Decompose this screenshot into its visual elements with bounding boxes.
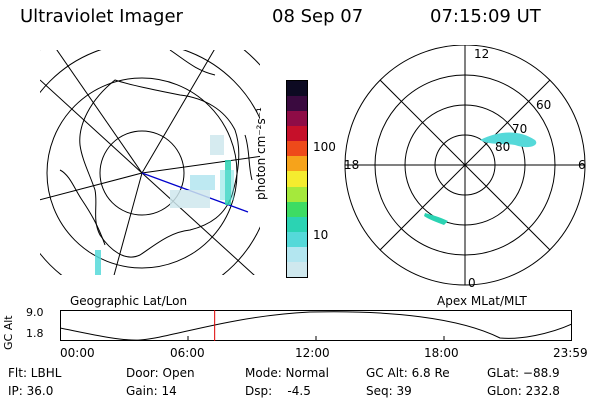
colorbar-segment xyxy=(287,80,307,97)
right-panel-label: Apex MLat/MLT xyxy=(437,294,527,308)
aurora-emission xyxy=(95,135,234,275)
colorbar-segment xyxy=(287,96,307,112)
colorbar-segment xyxy=(287,186,307,202)
altitude-curve xyxy=(60,311,572,341)
status-glat: GLat: −88.9 xyxy=(487,366,560,380)
colorbar-segment xyxy=(287,171,307,187)
mlat-label-70: 70 xyxy=(512,122,527,136)
mlat-label-60: 60 xyxy=(536,98,551,112)
status-door: Door: Open xyxy=(126,366,195,380)
colorbar-segment xyxy=(287,111,307,127)
coastline xyxy=(79,79,240,258)
polar-plot: 12 18 6 0 60 70 80 xyxy=(344,45,586,290)
status-filter: Flt: LBHL xyxy=(8,366,62,380)
mlt-label-6: 6 xyxy=(578,158,586,172)
alt-xtick-3: 18:00 xyxy=(424,346,459,360)
geographic-map xyxy=(40,50,260,275)
colorbar-segment xyxy=(287,126,307,142)
alt-xtick-0: 00:00 xyxy=(60,346,95,360)
alt-ytick-top: 9.0 xyxy=(26,306,44,319)
left-panel-label: Geographic Lat/Lon xyxy=(70,294,188,308)
colorbar-segment xyxy=(287,141,307,157)
instrument-title: Ultraviolet Imager xyxy=(20,6,183,27)
alt-ylabel: GC Alt xyxy=(2,315,15,350)
mlt-label-12: 12 xyxy=(474,47,489,61)
mlt-label-0: 0 xyxy=(468,276,476,290)
colorbar-segment xyxy=(287,201,307,217)
colorbar-segment xyxy=(287,261,307,277)
status-seq: Seq: 39 xyxy=(366,384,412,398)
alt-xtick-2: 12:00 xyxy=(295,346,330,360)
date-label: 08 Sep 07 xyxy=(272,6,364,27)
colorbar-unit-label: photon cm⁻²s⁻¹ xyxy=(254,107,268,200)
status-mode: Mode: Normal xyxy=(245,366,329,380)
alt-ytick-bottom: 1.8 xyxy=(26,327,44,340)
colorbar-segment xyxy=(287,156,307,172)
colorbar-segment xyxy=(287,231,307,247)
status-gc-alt: GC Alt: 6.8 Re xyxy=(366,366,450,380)
colorbar-segment xyxy=(287,246,307,262)
status-glon: GLon: 232.8 xyxy=(487,384,560,398)
status-dsp: Dsp: -4.5 xyxy=(245,384,311,398)
mlt-label-18: 18 xyxy=(344,158,359,172)
colorbar-segment xyxy=(287,216,307,232)
status-ip: IP: 36.0 xyxy=(8,384,54,398)
status-gain: Gain: 14 xyxy=(126,384,177,398)
colorbar-tick-100: 100 xyxy=(313,140,336,154)
altitude-plot xyxy=(60,310,572,341)
mlat-label-80: 80 xyxy=(495,140,510,154)
alt-xtick-4: 23:59 xyxy=(553,346,588,360)
colorbar-tick-10: 10 xyxy=(313,228,329,242)
colorbar xyxy=(286,80,308,278)
alt-xtick-1: 06:00 xyxy=(170,346,205,360)
aurora-emission-polar xyxy=(424,132,537,225)
time-label: 07:15:09 UT xyxy=(430,6,541,27)
